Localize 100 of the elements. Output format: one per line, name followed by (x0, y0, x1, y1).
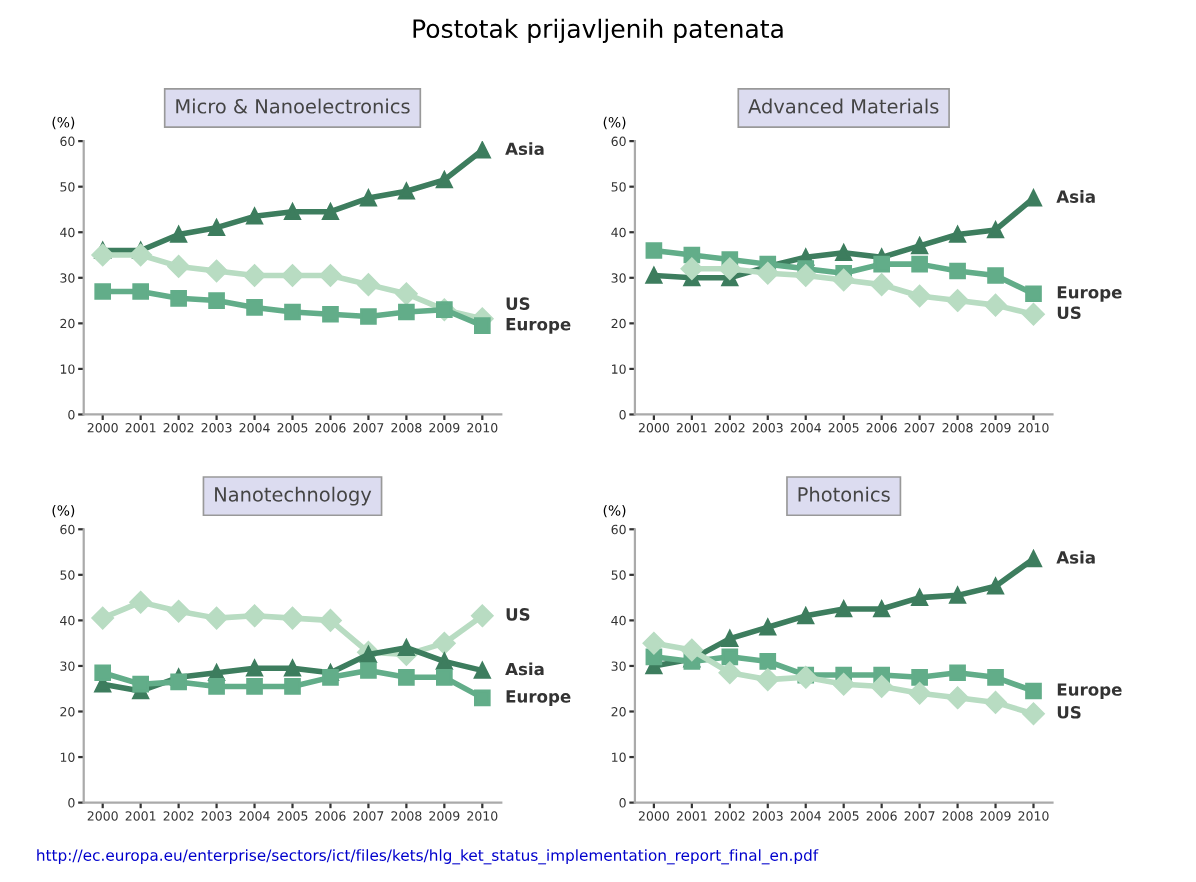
point (721, 630, 739, 647)
series-label: US (1057, 706, 1081, 719)
point (987, 267, 1004, 284)
point (1025, 682, 1042, 700)
point (281, 606, 304, 630)
point (132, 675, 149, 693)
point (284, 203, 301, 221)
point (797, 607, 815, 625)
chart-title: Advanced Materials (748, 98, 939, 114)
point (395, 282, 418, 305)
point (357, 273, 380, 296)
point (756, 262, 779, 285)
point (1022, 702, 1045, 725)
series-label: US (506, 297, 530, 310)
point (246, 299, 263, 316)
point (911, 255, 928, 273)
point (911, 589, 928, 606)
point (949, 664, 966, 682)
point (170, 226, 187, 243)
point (208, 678, 225, 695)
point (1025, 189, 1042, 207)
point (759, 653, 777, 670)
point (473, 662, 491, 679)
point (436, 653, 453, 670)
point (949, 262, 966, 280)
point (398, 669, 415, 686)
chart-title: Micro & Nanoelectronics (176, 98, 410, 114)
point (987, 669, 1004, 686)
point (360, 662, 377, 679)
point (436, 171, 453, 189)
point (984, 293, 1007, 317)
point (756, 668, 779, 691)
point (987, 221, 1004, 239)
point (911, 237, 928, 255)
point (680, 257, 704, 280)
point (167, 600, 190, 623)
point (473, 317, 491, 334)
point (908, 682, 931, 705)
point (167, 255, 190, 278)
point (243, 264, 266, 287)
point (949, 587, 966, 604)
point (398, 303, 415, 321)
point (246, 207, 263, 225)
point (208, 292, 225, 309)
point (794, 666, 817, 689)
point (360, 308, 377, 325)
point (284, 303, 301, 321)
point (645, 267, 663, 284)
series-label: Asia (505, 662, 544, 676)
point (170, 673, 187, 691)
chart-title: Photonics (798, 486, 890, 502)
point (759, 618, 777, 636)
point (471, 604, 494, 628)
point (642, 631, 666, 655)
point (319, 264, 342, 287)
point (908, 284, 931, 308)
series-label: Europe (506, 318, 571, 334)
point (322, 203, 339, 221)
point (870, 273, 893, 296)
point (946, 686, 969, 710)
point (205, 259, 228, 283)
series-label: Asia (505, 142, 544, 156)
point (873, 255, 890, 273)
point (360, 646, 377, 663)
point (129, 243, 152, 267)
point (322, 669, 339, 686)
point (873, 600, 890, 618)
point (398, 639, 415, 657)
point (645, 242, 663, 259)
point (473, 689, 491, 707)
point (1022, 303, 1045, 326)
point (94, 283, 112, 300)
point (246, 678, 263, 695)
point (319, 609, 342, 632)
point (721, 648, 739, 666)
point (281, 264, 304, 287)
series-label: Europe (1057, 683, 1122, 700)
point (398, 182, 415, 200)
chart-title: Nanotechnology (215, 486, 372, 506)
point (360, 189, 377, 207)
point (94, 664, 112, 682)
point (870, 675, 893, 698)
point (284, 678, 301, 695)
point (832, 268, 855, 292)
point (243, 604, 266, 628)
point (1025, 285, 1042, 303)
point (91, 606, 114, 630)
point (1025, 550, 1042, 568)
point (835, 600, 853, 618)
point (170, 289, 187, 307)
point (246, 659, 263, 677)
point (433, 631, 456, 655)
point (129, 590, 152, 614)
point (794, 264, 817, 287)
point (322, 305, 339, 323)
series-label: Asia (1056, 190, 1095, 203)
point (718, 661, 742, 684)
point (680, 638, 704, 662)
point (436, 669, 453, 686)
point (718, 257, 742, 280)
